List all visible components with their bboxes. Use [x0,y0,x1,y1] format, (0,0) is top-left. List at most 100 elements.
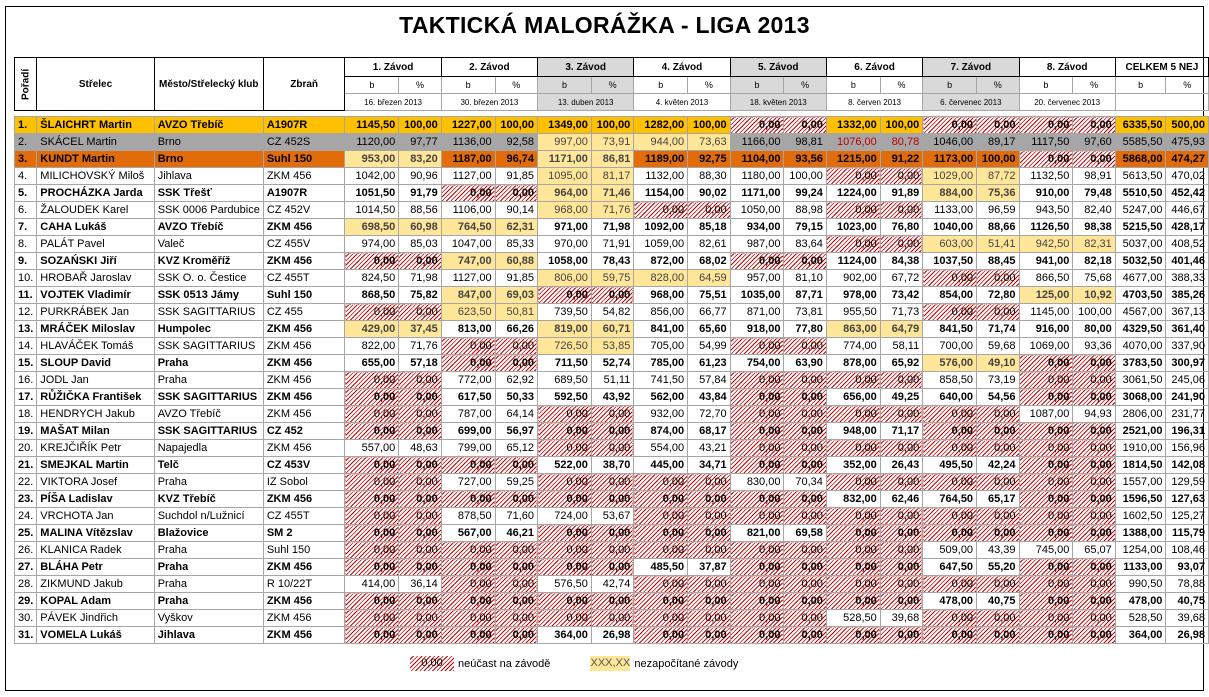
score-points: 0,00 [537,592,592,610]
score-percent: 49,25 [879,388,924,406]
score-points: 0,00 [440,626,496,644]
score-points: 764,50 [922,490,978,508]
score-percent: 73,63 [687,133,731,151]
header-b: b [1114,76,1167,94]
score-points: 1136,00 [440,133,496,151]
total-points: 528,50 [1114,609,1167,627]
score-points: 1349,00 [537,116,592,134]
weapon-name: ZKM 456 [262,354,346,372]
score-points: 1227,00 [440,116,496,134]
club-name: SSK Třešť [153,184,264,202]
score-points: 1106,00 [440,201,496,219]
race-header: 1. Závod [344,57,442,77]
score-points: 0,00 [1018,592,1074,610]
shooter-name: PROCHÁZKA Jarda [36,184,155,202]
score-points: 0,00 [440,337,496,355]
header-b: b [825,76,881,94]
race-header: 2. Závod [440,57,539,77]
score-points: 0,00 [922,116,978,134]
score-percent: 48,63 [398,439,442,457]
total-percent: 93,07 [1165,558,1209,576]
score-points: 902,00 [825,269,881,287]
shooter-name: JODL Jan [36,371,155,389]
score-points: 856,00 [633,303,689,321]
score-percent: 71,60 [494,507,539,525]
score-percent: 78,43 [590,252,635,270]
score-percent: 0,00 [590,405,635,423]
score-points: 603,00 [922,235,978,253]
score-points: 0,00 [922,439,978,457]
rank-cell: 20. [13,439,38,457]
score-percent: 0,00 [1072,388,1116,406]
score-percent: 65,12 [494,439,539,457]
weapon-name: CZ 453V [262,456,346,474]
table-row: 9. SOZAŃSKI Jiří KVZ Kroměříž ZKM 456 0,00 0,… [13,252,1209,270]
score-points: 944,00 [633,133,689,151]
score-percent: 79,48 [1072,184,1116,202]
score-points: 868,50 [344,286,400,304]
score-points: 0,00 [633,524,689,542]
score-points: 0,00 [825,405,881,423]
score-percent: 98,81 [783,133,827,151]
score-percent: 0,00 [976,473,1020,491]
table-row: 17. RŮŽIČKA František SSK SAGITTARIUS ZKM 4… [13,388,1209,406]
score-percent: 0,00 [1072,354,1116,372]
score-percent: 10,92 [1072,286,1116,304]
rank-cell: 14. [13,337,38,355]
score-points: 689,50 [537,371,592,389]
club-name: Humpolec [153,320,264,338]
score-points: 0,00 [1018,422,1074,440]
score-percent: 100,00 [687,116,731,134]
score-percent: 42,24 [976,456,1020,474]
total-percent: 452,42 [1165,184,1209,202]
score-points: 724,00 [537,507,592,525]
score-percent: 73,81 [783,303,827,321]
score-percent: 0,00 [494,337,539,355]
weapon-name: CZ 455T [262,269,346,287]
score-points: 640,00 [922,388,978,406]
total-points: 2521,00 [1114,422,1167,440]
score-percent: 50,33 [494,388,539,406]
total-percent: 401,46 [1165,252,1209,270]
score-points: 1023,00 [825,218,881,236]
score-percent: 92,58 [494,133,539,151]
score-points: 0,00 [729,422,785,440]
total-points: 3061,50 [1114,371,1167,389]
total-percent: 475,93 [1165,133,1209,151]
score-percent: 34,71 [687,456,731,474]
score-points: 0,00 [344,303,400,321]
shooter-name: HLAVÁČEK Tomáš [36,337,155,355]
race-date: 6. červenec 2013 [922,93,1020,111]
total-percent: 388,33 [1165,269,1209,287]
score-percent: 100,00 [976,150,1020,168]
score-points: 0,00 [440,490,496,508]
club-name: Valeč [153,235,264,253]
rank-cell: 26. [13,541,38,559]
score-points: 1189,00 [633,150,689,168]
score-points: 997,00 [537,133,592,151]
race-date: 18. květen 2013 [729,93,827,111]
race-header: 7. Závod [922,57,1020,77]
score-points: 974,00 [344,235,400,253]
total-points: 3068,00 [1114,388,1167,406]
score-points: 0,00 [440,575,496,593]
score-percent: 0,00 [494,558,539,576]
score-percent: 0,00 [879,541,924,559]
score-points: 0,00 [825,235,881,253]
shooter-name: KREJČIŘÍK Petr [36,439,155,457]
score-percent: 0,00 [879,439,924,457]
score-points: 0,00 [344,490,400,508]
table-row: 3. KUNDT Martin Brno Suhl 150 953,00 83,20 118… [13,150,1209,168]
score-percent: 0,00 [783,252,827,270]
total-percent: 300,97 [1165,354,1209,372]
score-percent: 59,75 [590,269,635,287]
score-percent: 0,00 [879,473,924,491]
shooter-name: PÁVEK Jindřich [36,609,155,627]
score-points: 0,00 [633,473,689,491]
score-points: 934,00 [729,218,785,236]
score-percent: 0,00 [976,575,1020,593]
score-percent: 91,89 [879,184,924,202]
total-percent: 500,00 [1165,116,1209,134]
table-row: 10. HROBAŘ Jaroslav SSK O. o. Čestice CZ 45… [13,269,1209,287]
rank-cell: 24. [13,507,38,525]
